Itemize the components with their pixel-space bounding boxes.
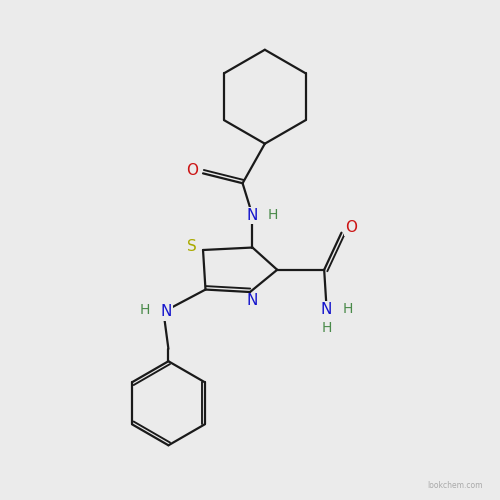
Text: O: O <box>186 164 198 178</box>
Text: S: S <box>188 239 197 254</box>
Text: N: N <box>321 302 332 317</box>
Text: lookchem.com: lookchem.com <box>427 481 482 490</box>
Text: N: N <box>160 304 172 320</box>
Text: N: N <box>247 294 258 308</box>
Text: H: H <box>342 302 352 316</box>
Text: O: O <box>346 220 358 236</box>
Text: H: H <box>322 321 332 335</box>
Text: N: N <box>247 208 258 223</box>
Text: H: H <box>268 208 278 222</box>
Text: H: H <box>140 303 150 317</box>
